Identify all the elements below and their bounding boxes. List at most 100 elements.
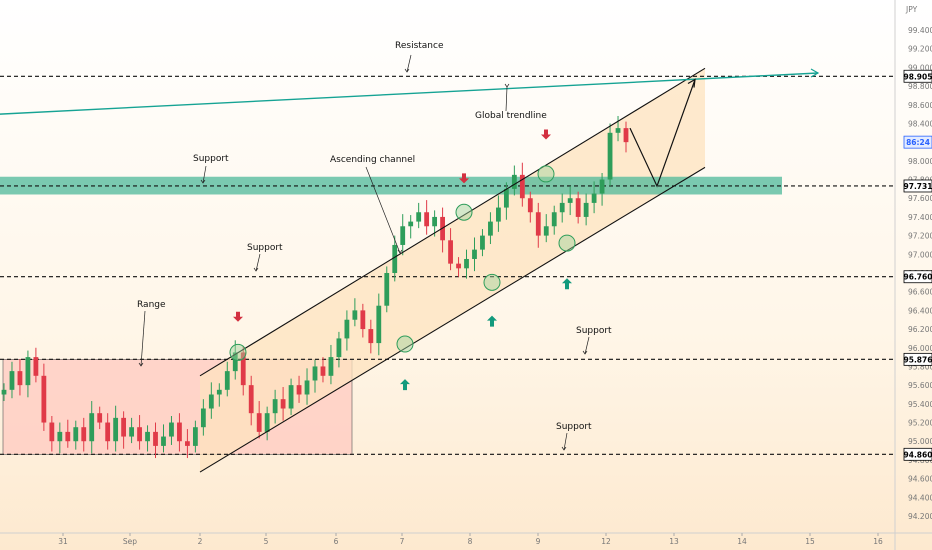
price-badge-text: 98.905 (904, 72, 932, 81)
price-badge (903, 352, 932, 366)
candle-body (25, 357, 31, 386)
candle-body (607, 132, 613, 180)
price-badge-text: 86:24 (906, 138, 930, 147)
trendline-arrowhead (810, 68, 820, 78)
y-tick-label: 95.400 (908, 400, 932, 409)
candle-body (456, 263, 461, 269)
candle-body (336, 338, 342, 358)
y-tick-label: 98.600 (908, 101, 932, 110)
candle-body (591, 193, 597, 203)
candle-body (41, 375, 47, 423)
y-tick-label: 95.600 (908, 381, 932, 390)
y-tick-label: 94.600 (908, 475, 932, 484)
candle-body (496, 207, 501, 222)
candle-body (416, 212, 422, 222)
annotation-pointer-head (253, 267, 259, 272)
y-tick-label: 94.200 (908, 512, 932, 521)
x-tick-label: 8 (468, 537, 473, 546)
channel-upper-line (199, 67, 706, 377)
y-tick-label: 97.600 (908, 194, 932, 203)
candle-body (328, 357, 334, 376)
annotation-pointer-head (138, 362, 144, 367)
candle-body (192, 427, 198, 446)
candle-body (559, 202, 565, 213)
candle-body (320, 366, 326, 376)
candle-body (543, 226, 549, 236)
annotation-pointer-head (200, 179, 206, 184)
candle-body (264, 413, 270, 432)
annotation-pointer-head (504, 83, 510, 88)
x-tick-label: 7 (400, 537, 405, 546)
candle-body (527, 198, 533, 213)
y-tick-label: 99.000 (908, 63, 932, 72)
candle-body (511, 174, 517, 189)
candle-body (400, 226, 406, 245)
annotation-pointer (365, 166, 401, 254)
candle-body (248, 385, 254, 414)
x-tick-label: 9 (536, 537, 541, 546)
bullish-arrow-icon (562, 278, 572, 290)
annotation-pointer-head (397, 249, 403, 254)
candle-body (177, 422, 182, 442)
touch-circle (558, 234, 576, 252)
candle-body (392, 244, 398, 273)
candle-body (81, 427, 87, 442)
y-tick-label: 96.600 (908, 288, 932, 297)
candle-body (535, 212, 541, 236)
annotation-label: Support (247, 243, 283, 253)
candle-body (503, 188, 509, 208)
x-tick-label: 5 (264, 537, 269, 546)
candle-body (33, 357, 39, 376)
candle-body (272, 399, 278, 414)
annotation-pointer (202, 165, 207, 184)
annotation-pointer-head (582, 350, 588, 355)
channel-fill (200, 68, 705, 473)
x-tick-label: Sep (123, 537, 137, 546)
annotation-pointer (255, 253, 261, 272)
y-tick-label: 96.000 (908, 344, 932, 353)
candle-body (623, 128, 629, 143)
touch-circle (229, 343, 247, 361)
candle-body (256, 413, 262, 432)
time-axis: 31 Sep 2 5 6 7 8 9 12 13 14 15 16 (0, 532, 932, 546)
candle-body (583, 202, 589, 217)
y-tick-label: 99.400 (908, 26, 932, 35)
candle-body (615, 128, 621, 133)
bullish-arrow-icon (487, 315, 497, 327)
candle-body (304, 380, 310, 395)
x-tick-label: 12 (601, 537, 611, 546)
price-badge (903, 270, 932, 284)
y-tick-label: 95.800 (908, 362, 932, 371)
candle-body (312, 366, 318, 381)
candle-body (169, 422, 174, 437)
candle-body (519, 174, 525, 199)
candle-body (73, 427, 79, 442)
candle-body (288, 385, 294, 409)
candle-body (200, 408, 206, 428)
candle-body (352, 310, 358, 320)
candle-body (376, 305, 382, 344)
channel-lower-line (199, 166, 706, 473)
touch-circle (396, 335, 414, 353)
annotation-label: Resistance (395, 41, 444, 51)
annotation-pointer (406, 54, 412, 73)
x-tick-label: 2 (198, 537, 203, 546)
annotation-label: Support (193, 154, 229, 164)
touch-circle (455, 203, 473, 221)
candle-body (153, 431, 158, 446)
candle-body (575, 198, 581, 217)
candle-body (344, 319, 350, 339)
price-badge-text: 94.860 (904, 450, 932, 459)
currency-label: JPY (905, 5, 918, 14)
price-badge (903, 135, 932, 149)
candle-body (97, 413, 103, 423)
candle-body (208, 394, 214, 409)
candle-body (296, 385, 302, 395)
price-badge (903, 179, 932, 193)
annotation-label: Range (137, 300, 166, 310)
candle-body (113, 417, 119, 442)
candle-body (65, 431, 71, 442)
candle-body (432, 216, 438, 227)
